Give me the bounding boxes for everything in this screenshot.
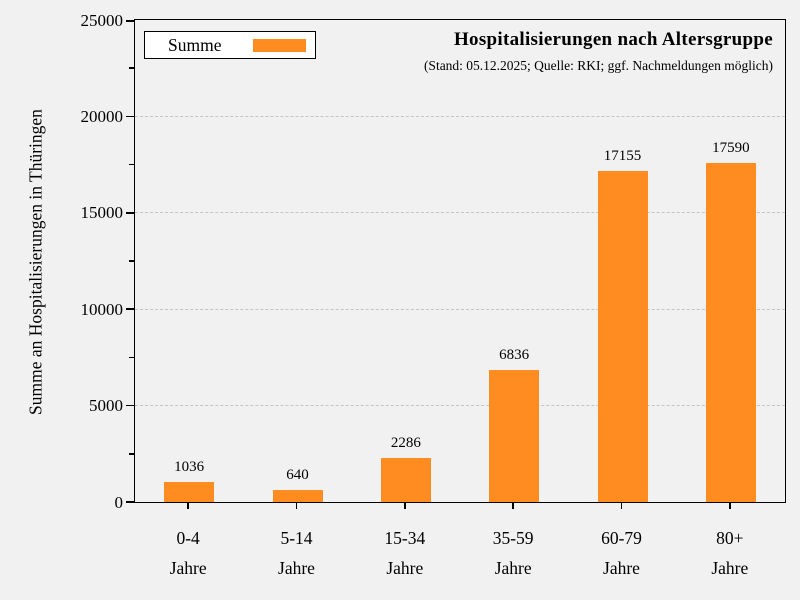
bar — [272, 489, 323, 502]
chart-subtitle: (Stand: 05.12.2025; Quelle: RKI; ggf. Na… — [423, 58, 773, 73]
gridline — [135, 115, 785, 117]
x-tick — [295, 502, 298, 509]
bar-value-label: 640 — [286, 466, 309, 483]
y-major-tick — [125, 212, 134, 214]
x-tick — [620, 502, 623, 509]
bar-value-label: 6836 — [499, 347, 530, 364]
y-minor-tick — [129, 356, 134, 359]
x-tick — [187, 502, 189, 509]
y-tick-label: 20000 — [80, 106, 124, 126]
y-axis-title: Summe an Hospitalisierungen in Thüringen — [25, 109, 46, 415]
bar-value-label: 17155 — [603, 148, 642, 165]
x-tick-label-unit: Jahre — [494, 558, 532, 578]
x-tick-label: 5-14 Jahre — [232, 523, 362, 583]
x-tick-label-range: 35-59 — [492, 528, 534, 548]
x-tick-label: 80+ Jahre — [665, 523, 795, 583]
x-tick — [729, 502, 731, 509]
x-tick-label: 35-59 Jahre — [448, 523, 578, 583]
x-tick-label: 15-34 Jahre — [340, 523, 470, 583]
gridline — [135, 308, 785, 310]
x-tick-label: 0-4 Jahre — [123, 523, 253, 583]
bar — [164, 482, 215, 502]
bar-value-label: 1036 — [174, 459, 205, 476]
y-minor-tick — [129, 67, 134, 69]
bar-value-label: 17590 — [712, 139, 750, 156]
x-tick-label-range: 60-79 — [601, 528, 642, 548]
x-tick-label-unit: Jahre — [278, 558, 315, 578]
x-tick-label-unit: Jahre — [711, 558, 749, 578]
y-tick-label: 15000 — [80, 203, 124, 223]
bar — [380, 457, 431, 502]
legend-label: Summe — [168, 34, 222, 55]
x-tick-label-range: 80+ — [716, 528, 744, 548]
bar — [489, 370, 540, 502]
x-tick-label-unit: Jahre — [386, 558, 424, 578]
x-tick-label-range: 15-34 — [384, 528, 426, 548]
y-minor-tick — [129, 163, 134, 166]
y-major-tick — [125, 115, 134, 118]
bar — [705, 162, 756, 502]
x-tick — [404, 502, 406, 509]
gridline — [135, 405, 785, 407]
x-tick-label-range: 0-4 — [176, 528, 200, 548]
x-tick-label-unit: Jahre — [603, 558, 640, 578]
x-tick-label-unit: Jahre — [169, 558, 207, 578]
title-block: Hospitalisierungen nach Altersgruppe (St… — [424, 29, 773, 74]
y-tick-label: 10000 — [80, 299, 124, 319]
y-tick-label: 0 — [114, 492, 124, 512]
y-major-tick — [125, 308, 134, 310]
y-major-tick — [125, 404, 134, 407]
y-tick-label: 25000 — [80, 10, 124, 30]
plot-area: Summe Hospitalisierungen nach Altersgrup… — [81, 12, 786, 511]
y-tick-label: 5000 — [89, 396, 123, 416]
y-major-tick — [125, 20, 134, 22]
bar-value-label: 2286 — [390, 434, 421, 451]
x-tick-label-range: 5-14 — [280, 528, 313, 548]
x-tick-label: 60-79 Jahre — [557, 523, 687, 583]
y-major-tick — [125, 501, 134, 503]
x-tick — [512, 502, 514, 509]
legend-swatch — [253, 38, 306, 52]
bar — [597, 171, 648, 502]
y-minor-tick — [129, 260, 134, 262]
legend: Summe — [144, 31, 316, 59]
y-minor-tick — [129, 453, 134, 455]
chart-title: Hospitalisierungen nach Altersgruppe — [453, 29, 773, 50]
gridline — [135, 212, 785, 214]
